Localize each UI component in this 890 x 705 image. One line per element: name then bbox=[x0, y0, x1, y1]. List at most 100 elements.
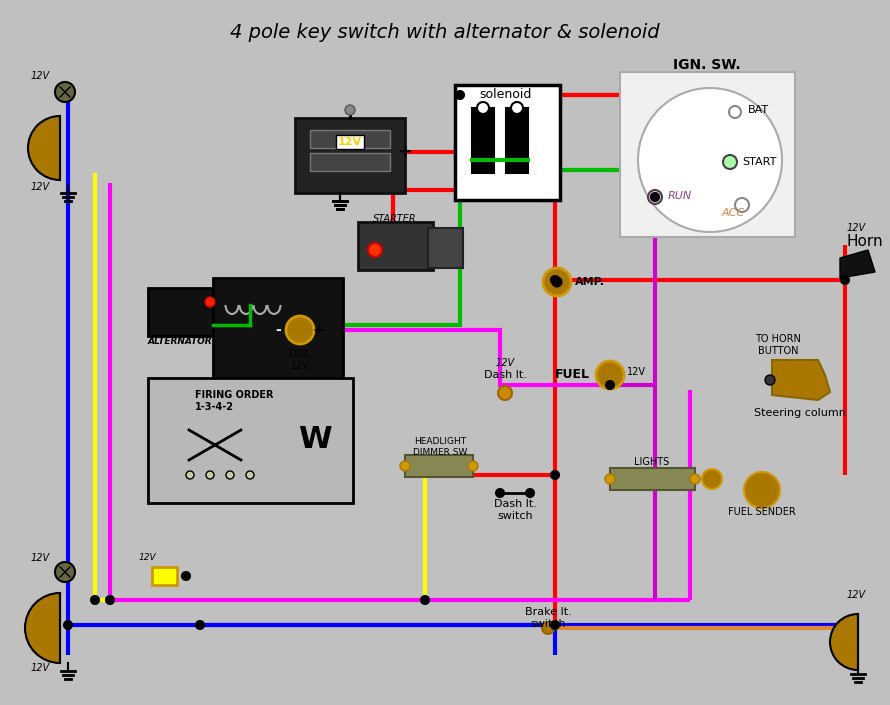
Bar bbox=[213, 278, 343, 383]
Circle shape bbox=[551, 276, 559, 284]
Circle shape bbox=[205, 297, 215, 307]
Circle shape bbox=[186, 471, 194, 479]
Circle shape bbox=[526, 489, 534, 497]
Text: LIGHTS: LIGHTS bbox=[635, 457, 669, 467]
Text: 12V: 12V bbox=[30, 71, 50, 81]
Text: Dash lt.: Dash lt. bbox=[483, 370, 527, 380]
Circle shape bbox=[368, 243, 382, 257]
Circle shape bbox=[606, 381, 614, 389]
Text: COIL
12V: COIL 12V bbox=[288, 349, 312, 371]
Circle shape bbox=[690, 474, 700, 484]
Circle shape bbox=[648, 190, 662, 204]
Text: FUEL: FUEL bbox=[555, 369, 590, 381]
Circle shape bbox=[246, 471, 254, 479]
Circle shape bbox=[400, 461, 410, 471]
Text: 12V: 12V bbox=[847, 590, 866, 600]
Text: TO HORN
BUTTON: TO HORN BUTTON bbox=[755, 334, 801, 356]
Circle shape bbox=[511, 102, 523, 114]
Text: W: W bbox=[298, 426, 332, 455]
Bar bbox=[405, 455, 473, 477]
Circle shape bbox=[651, 193, 659, 201]
Circle shape bbox=[638, 88, 782, 232]
Text: BAT: BAT bbox=[748, 105, 769, 115]
Text: AMP.: AMP. bbox=[575, 277, 605, 287]
Text: solenoid: solenoid bbox=[479, 89, 531, 102]
Text: 12V: 12V bbox=[496, 358, 514, 368]
Text: FIRING ORDER
1-3-4-2: FIRING ORDER 1-3-4-2 bbox=[195, 390, 273, 412]
Circle shape bbox=[196, 621, 204, 629]
Wedge shape bbox=[830, 614, 858, 670]
Text: +: + bbox=[312, 323, 324, 337]
Circle shape bbox=[226, 471, 234, 479]
Wedge shape bbox=[28, 116, 60, 180]
Text: 12V: 12V bbox=[30, 553, 50, 563]
Text: Steering column: Steering column bbox=[754, 408, 845, 418]
Text: RUN: RUN bbox=[668, 191, 692, 201]
Bar bbox=[472, 108, 494, 173]
Text: 12V: 12V bbox=[627, 367, 646, 377]
Circle shape bbox=[456, 91, 464, 99]
Circle shape bbox=[55, 562, 75, 582]
Bar bbox=[455, 85, 560, 200]
Bar bbox=[148, 378, 353, 503]
Text: ALTERNATOR: ALTERNATOR bbox=[148, 338, 213, 346]
Polygon shape bbox=[772, 360, 830, 400]
Circle shape bbox=[106, 596, 114, 604]
Bar bbox=[506, 108, 528, 173]
Text: Horn: Horn bbox=[847, 233, 884, 248]
Bar bbox=[620, 72, 795, 237]
Text: IGN. SW.: IGN. SW. bbox=[673, 58, 740, 72]
Circle shape bbox=[206, 471, 214, 479]
Circle shape bbox=[345, 105, 355, 115]
Circle shape bbox=[91, 596, 99, 604]
Text: 12V: 12V bbox=[338, 137, 362, 147]
Circle shape bbox=[496, 489, 504, 497]
Text: 12V: 12V bbox=[847, 223, 866, 233]
Circle shape bbox=[765, 375, 775, 385]
Circle shape bbox=[64, 621, 72, 629]
Circle shape bbox=[553, 278, 562, 286]
Text: START: START bbox=[742, 157, 776, 167]
Bar bbox=[358, 222, 433, 270]
Wedge shape bbox=[25, 593, 60, 663]
Circle shape bbox=[543, 268, 571, 296]
Circle shape bbox=[542, 622, 554, 634]
Circle shape bbox=[605, 474, 615, 484]
Circle shape bbox=[551, 621, 559, 629]
Bar bbox=[428, 228, 463, 268]
Text: ACC: ACC bbox=[722, 208, 745, 218]
Bar bbox=[152, 567, 177, 585]
Circle shape bbox=[723, 155, 737, 169]
Text: 12V: 12V bbox=[30, 663, 50, 673]
Text: HEADLIGHT
DIMMER SW: HEADLIGHT DIMMER SW bbox=[413, 437, 467, 457]
Text: STARTER: STARTER bbox=[373, 214, 417, 224]
Circle shape bbox=[468, 461, 478, 471]
Circle shape bbox=[702, 469, 722, 489]
Text: 4 pole key switch with alternator & solenoid: 4 pole key switch with alternator & sole… bbox=[231, 23, 659, 42]
Circle shape bbox=[421, 596, 429, 604]
Bar bbox=[310, 153, 390, 171]
Text: FUEL SENDER: FUEL SENDER bbox=[728, 507, 796, 517]
Circle shape bbox=[744, 472, 780, 508]
Circle shape bbox=[735, 198, 749, 212]
Text: Brake lt.
switch: Brake lt. switch bbox=[524, 607, 571, 629]
Circle shape bbox=[182, 572, 190, 580]
Text: 12V: 12V bbox=[138, 553, 156, 563]
Bar bbox=[295, 118, 405, 193]
Circle shape bbox=[498, 386, 512, 400]
Bar bbox=[310, 130, 390, 148]
Polygon shape bbox=[840, 250, 875, 278]
Circle shape bbox=[841, 276, 849, 284]
Circle shape bbox=[553, 278, 561, 286]
Bar bbox=[148, 288, 213, 336]
Text: Dash lt.
switch: Dash lt. switch bbox=[494, 499, 537, 521]
Circle shape bbox=[477, 102, 489, 114]
Circle shape bbox=[286, 316, 314, 344]
Circle shape bbox=[596, 361, 624, 389]
Circle shape bbox=[551, 471, 559, 479]
Text: -: - bbox=[275, 323, 281, 337]
Text: 12V: 12V bbox=[30, 182, 50, 192]
Circle shape bbox=[729, 106, 741, 118]
Text: +: + bbox=[398, 143, 412, 161]
Circle shape bbox=[55, 82, 75, 102]
